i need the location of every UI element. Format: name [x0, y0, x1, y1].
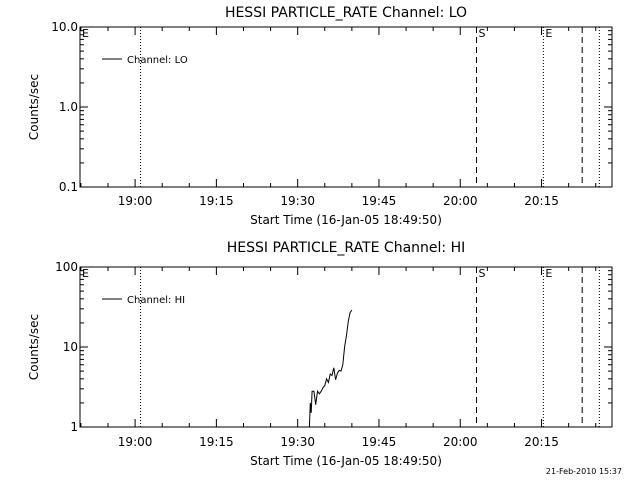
chart2-marker-label: E	[82, 267, 89, 280]
chart1-y-tick-label: 0.1	[59, 180, 78, 194]
chart1-x-tick-label: 19:30	[280, 194, 315, 208]
chart2-series-line	[308, 309, 353, 428]
chart1-y-tick-label: 10.0	[51, 20, 78, 34]
chart2-panel: HESSI PARTICLE_RATE Channel: HI 19:00 19:1…	[27, 240, 613, 468]
chart1-marker-label: S	[479, 27, 486, 40]
chart1-x-tick-label: 19:15	[199, 194, 234, 208]
chart1-x-tick-label: 20:15	[524, 194, 559, 208]
chart2-title: HESSI PARTICLE_RATE Channel: HI	[227, 240, 465, 256]
chart1-title: HESSI PARTICLE_RATE Channel: LO	[225, 5, 467, 21]
chart1-y-tick-label: 1.0	[59, 100, 78, 114]
chart1-legend-label: Channel: LO	[127, 55, 188, 66]
chart2-y-axis-label: Counts/sec	[27, 314, 41, 380]
chart1-panel: HESSI PARTICLE_RATE Channel: LO 19:00 19:1…	[27, 5, 613, 227]
chart2-x-tick-label: 19:15	[199, 435, 234, 449]
chart2-x-tick-label: 20:15	[524, 435, 559, 449]
chart1-x-tick-label: 19:00	[118, 194, 153, 208]
chart2-marker-label: E	[545, 267, 552, 280]
chart1-x-tick-label: 19:45	[362, 194, 397, 208]
chart2-legend-label: Channel: HI	[127, 295, 185, 306]
timestamp: 21-Feb-2010 15:37	[546, 467, 622, 476]
chart1-y-axis-label: Counts/sec	[27, 74, 41, 140]
chart2-x-tick-label: 19:45	[362, 435, 397, 449]
chart2-x-tick-label: 19:30	[280, 435, 315, 449]
chart2-x-tick-label: 19:00	[118, 435, 153, 449]
chart2-marker-label: S	[479, 267, 486, 280]
chart2-x-axis-label: Start Time (16-Jan-05 18:49:50)	[250, 454, 442, 468]
chart1-plot-frame	[79, 26, 613, 188]
chart2-x-tick-label: 20:00	[443, 435, 478, 449]
chart2-plot-frame	[79, 266, 613, 428]
chart1-marker-label: E	[545, 27, 552, 40]
chart2-y-tick-label: 10	[63, 340, 78, 354]
chart1-x-axis-label: Start Time (16-Jan-05 18:49:50)	[250, 213, 442, 227]
chart2-y-tick-label: 1	[70, 420, 78, 434]
chart2-y-tick-label: 100	[55, 260, 78, 274]
chart1-x-tick-label: 20:00	[443, 194, 478, 208]
chart1-marker-label: E	[82, 27, 89, 40]
